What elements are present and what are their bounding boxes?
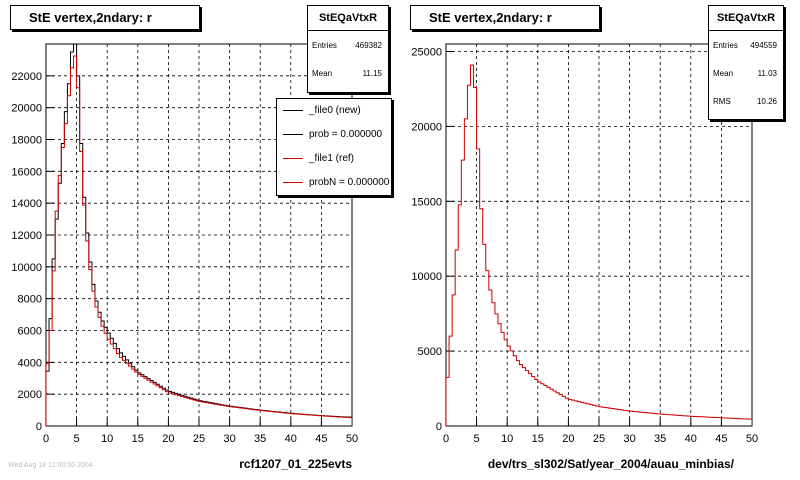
right-stats-name: StEQaVtxR [709, 6, 783, 31]
x-tick-label: 45 [315, 433, 327, 445]
right-stats-mean-row: Mean 11.03 [709, 59, 783, 87]
legend-line-red [283, 182, 303, 183]
x-tick-label: 50 [746, 433, 758, 445]
y-tick-label: 2000 [18, 389, 42, 401]
right-chart-title: StE vertex,2ndary: r [410, 5, 600, 30]
x-tick-label: 30 [623, 433, 635, 445]
x-tick-label: 5 [74, 433, 80, 445]
left-legend: _file0 (new) prob = 0.000000 _file1 (ref… [276, 98, 392, 196]
y-tick-label: 12000 [11, 230, 42, 242]
left-stats-mean-label: Mean [312, 69, 333, 78]
y-tick-label: 6000 [18, 326, 42, 338]
legend-label: probN = 0.000000 [309, 177, 390, 188]
y-tick-label: 14000 [11, 198, 42, 210]
legend-label: prob = 0.000000 [309, 129, 383, 140]
y-tick-label: 10000 [411, 271, 442, 283]
x-tick-label: 0 [43, 433, 49, 445]
y-tick-label: 20000 [411, 121, 442, 133]
left-chart-title: StE vertex,2ndary: r [10, 5, 200, 30]
right-stats-box: StEQaVtxR Entries 494559 Mean 11.03 RMS … [708, 5, 784, 120]
right-stats-entries-value: 494559 [750, 41, 777, 50]
right-stats-entries-row: Entries 494559 [709, 31, 783, 59]
chart-right: 0 5 10 15 20 25 30 35 40 45 50 0 5000 10000 15000 20000… [411, 43, 758, 471]
left-stats-entries-label: Entries [312, 41, 337, 50]
legend-label: _file0 (new) [309, 105, 361, 116]
y-tick-label: 4000 [18, 357, 42, 369]
x-tick-label: 35 [654, 433, 666, 445]
y-tick-label: 5000 [418, 346, 442, 358]
x-tick-label: 20 [562, 433, 574, 445]
right-stats-entries-label: Entries [713, 41, 738, 50]
legend-entry: _file0 (new) [277, 99, 391, 123]
x-axis-title: rcf1207_01_225evts [239, 457, 352, 471]
y-tick-label: 18000 [11, 135, 42, 147]
x-tick-label: 40 [685, 433, 697, 445]
right-stats-rms-row: RMS 10.26 [709, 87, 783, 115]
y-tick-label: 10000 [11, 262, 42, 274]
x-tick-label: 15 [132, 433, 144, 445]
x-tick-label: 5 [474, 433, 480, 445]
left-stats-mean-value: 11.15 [362, 69, 382, 78]
y-tick-label: 8000 [18, 294, 42, 306]
left-stats-mean-row: Mean 11.15 [308, 59, 388, 87]
x-tick-label: 10 [101, 433, 113, 445]
x-tick-label: 20 [162, 433, 174, 445]
y-tick-label: 0 [36, 421, 42, 433]
left-stats-name: StEQaVtxR [308, 6, 388, 31]
legend-line-black [283, 110, 303, 111]
right-stats-mean-value: 11.03 [757, 69, 777, 78]
legend-line-red [283, 158, 303, 159]
x-axis-title: dev/trs_sl302/Sat/year_2004/auau_minbias… [488, 457, 735, 471]
x-tick-label: 45 [715, 433, 727, 445]
x-tick-label: 10 [501, 433, 513, 445]
y-tick-label: 0 [436, 421, 442, 433]
chart-left: 0 5 10 15 20 25 30 35 40 45 50 0 2000 4000 6000 8000 100… [11, 43, 358, 471]
x-tick-label: 50 [346, 433, 358, 445]
y-tick-label: 20000 [11, 103, 42, 115]
series-file1-ref [46, 55, 352, 426]
left-stats-entries-value: 469382 [355, 41, 382, 50]
y-tick-label: 15000 [411, 196, 442, 208]
x-tick-label: 25 [193, 433, 205, 445]
legend-entry: prob = 0.000000 [277, 123, 391, 147]
series-histogram [446, 64, 752, 426]
legend-entry: probN = 0.000000 [277, 171, 391, 195]
right-title-text: StE vertex,2ndary: r [429, 10, 552, 25]
legend-label: _file1 (ref) [309, 153, 355, 164]
legend-line-black [283, 134, 303, 135]
x-tick-label: 35 [254, 433, 266, 445]
x-tick-label: 40 [285, 433, 297, 445]
x-tick-label: 0 [443, 433, 449, 445]
x-tick-label: 15 [532, 433, 544, 445]
left-stats-entries-row: Entries 469382 [308, 31, 388, 59]
y-tick-label: 25000 [411, 46, 442, 58]
right-stats-rms-label: RMS [713, 97, 731, 106]
timestamp-footer: Wed Aug 18 12:00:00 2004 [8, 462, 93, 469]
right-stats-mean-label: Mean [713, 69, 734, 78]
right-stats-rms-value: 10.26 [756, 97, 777, 106]
left-stats-box: StEQaVtxR Entries 469382 Mean 11.15 [307, 5, 389, 93]
x-tick-label: 25 [593, 433, 605, 445]
y-tick-label: 22000 [11, 71, 42, 83]
left-title-text: StE vertex,2ndary: r [29, 10, 152, 25]
x-tick-label: 30 [223, 433, 235, 445]
legend-entry: _file1 (ref) [277, 147, 391, 171]
y-tick-label: 16000 [11, 166, 42, 178]
